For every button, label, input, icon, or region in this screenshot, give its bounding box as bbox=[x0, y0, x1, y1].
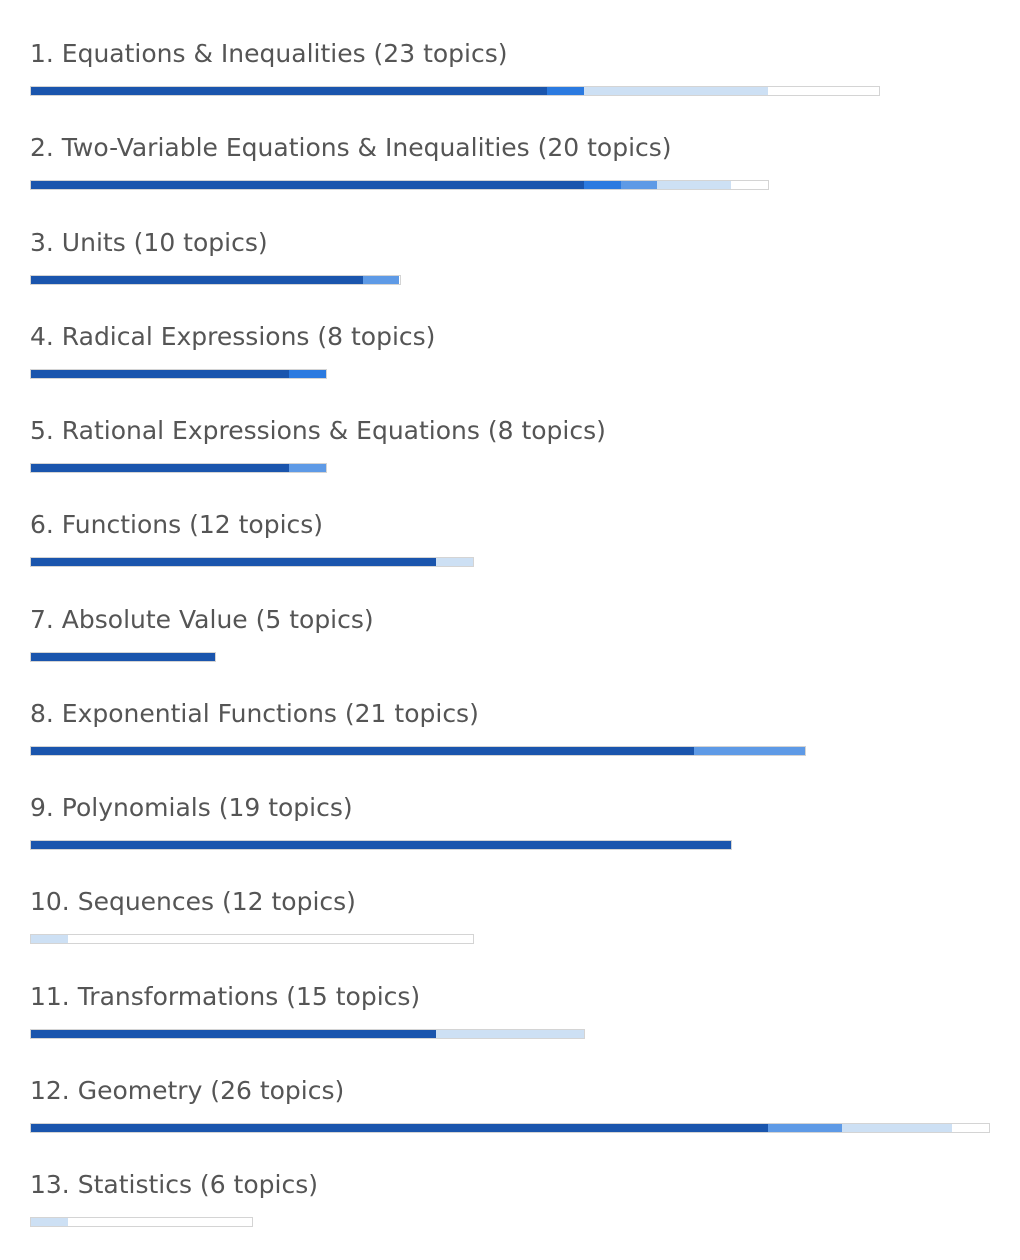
unit-row: 2. Two-Variable Equations & Inequalities… bbox=[30, 131, 769, 191]
unit-label: 12. Geometry (26 topics) bbox=[30, 1075, 345, 1105]
unit-row: 6. Functions (12 topics) bbox=[30, 508, 475, 568]
unit-label: 5. Rational Expressions & Equations (8 t… bbox=[30, 416, 606, 445]
progress-bar bbox=[30, 180, 769, 191]
progress-segment bbox=[288, 464, 326, 472]
progress-segment bbox=[31, 841, 732, 849]
progress-segment bbox=[31, 652, 216, 661]
progress-segment bbox=[31, 87, 547, 95]
progress-bar bbox=[30, 1217, 254, 1227]
progress-segment bbox=[31, 275, 363, 284]
unit-label: 6. Functions (12 topics) bbox=[30, 510, 324, 540]
unit-row: 13. Statistics (6 topics) bbox=[30, 1168, 318, 1227]
progress-segment bbox=[768, 1123, 842, 1132]
unit-label: 11. Transformations (15 topics) bbox=[30, 981, 421, 1011]
progress-segment bbox=[620, 181, 658, 190]
unit-row: 11. Transformations (15 topics) bbox=[30, 980, 585, 1039]
unit-label: 1. Equations & Inequalities (23 topics) bbox=[30, 39, 508, 68]
progress-segment bbox=[31, 746, 695, 755]
progress-segment bbox=[31, 935, 68, 944]
unit-row: 8. Exponential Functions (21 topics) bbox=[30, 697, 806, 756]
unit-row: 4. Radical Expressions (8 topics) bbox=[30, 320, 435, 379]
unit-label: 2. Two-Variable Equations & Inequalities… bbox=[30, 133, 672, 163]
progress-bar bbox=[30, 840, 733, 850]
unit-label: 4. Radical Expressions (8 topics) bbox=[30, 321, 436, 351]
progress-segment bbox=[31, 1123, 768, 1132]
progress-bar bbox=[30, 368, 327, 379]
progress-segment bbox=[31, 558, 437, 567]
progress-segment bbox=[31, 464, 289, 472]
progress-bar bbox=[30, 651, 217, 662]
progress-bar bbox=[30, 1122, 991, 1133]
progress-segment bbox=[583, 87, 768, 95]
progress-segment bbox=[694, 746, 805, 755]
unit-row: 10. Sequences (12 topics) bbox=[30, 885, 475, 945]
unit-row: 1. Equations & Inequalities (23 topics) bbox=[30, 37, 880, 96]
progress-bar bbox=[30, 463, 327, 473]
progress-segment bbox=[288, 369, 326, 378]
progress-bar bbox=[30, 745, 806, 756]
progress-segment bbox=[31, 1218, 68, 1226]
unit-label: 10. Sequences (12 topics) bbox=[30, 887, 356, 917]
progress-segment bbox=[436, 1029, 584, 1038]
unit-label: 3. Units (10 topics) bbox=[30, 227, 268, 257]
progress-segment bbox=[31, 369, 289, 378]
unit-row: 5. Rational Expressions & Equations (8 t… bbox=[30, 414, 606, 473]
unit-row: 9. Polynomials (19 topics) bbox=[30, 791, 733, 850]
progress-bar bbox=[30, 934, 475, 945]
unit-row: 7. Absolute Value (5 topics) bbox=[30, 603, 374, 662]
progress-bar bbox=[30, 86, 880, 96]
unit-label: 9. Polynomials (19 topics) bbox=[30, 793, 353, 822]
progress-segment bbox=[841, 1123, 953, 1132]
progress-bar bbox=[30, 1028, 585, 1039]
progress-segment bbox=[546, 87, 584, 95]
unit-row: 3. Units (10 topics) bbox=[30, 226, 401, 285]
progress-segment bbox=[583, 181, 621, 190]
progress-segment bbox=[657, 181, 732, 190]
progress-segment bbox=[362, 275, 400, 284]
unit-label: 13. Statistics (6 topics) bbox=[30, 1170, 318, 1199]
progress-segment bbox=[31, 1029, 437, 1038]
progress-segment bbox=[31, 181, 584, 190]
unit-row: 12. Geometry (26 topics) bbox=[30, 1074, 991, 1133]
unit-label: 7. Absolute Value (5 topics) bbox=[30, 604, 374, 634]
unit-label: 8. Exponential Functions (21 topics) bbox=[30, 698, 479, 728]
progress-bar bbox=[30, 274, 401, 285]
progress-bar bbox=[30, 557, 475, 568]
progress-segment bbox=[436, 558, 474, 567]
